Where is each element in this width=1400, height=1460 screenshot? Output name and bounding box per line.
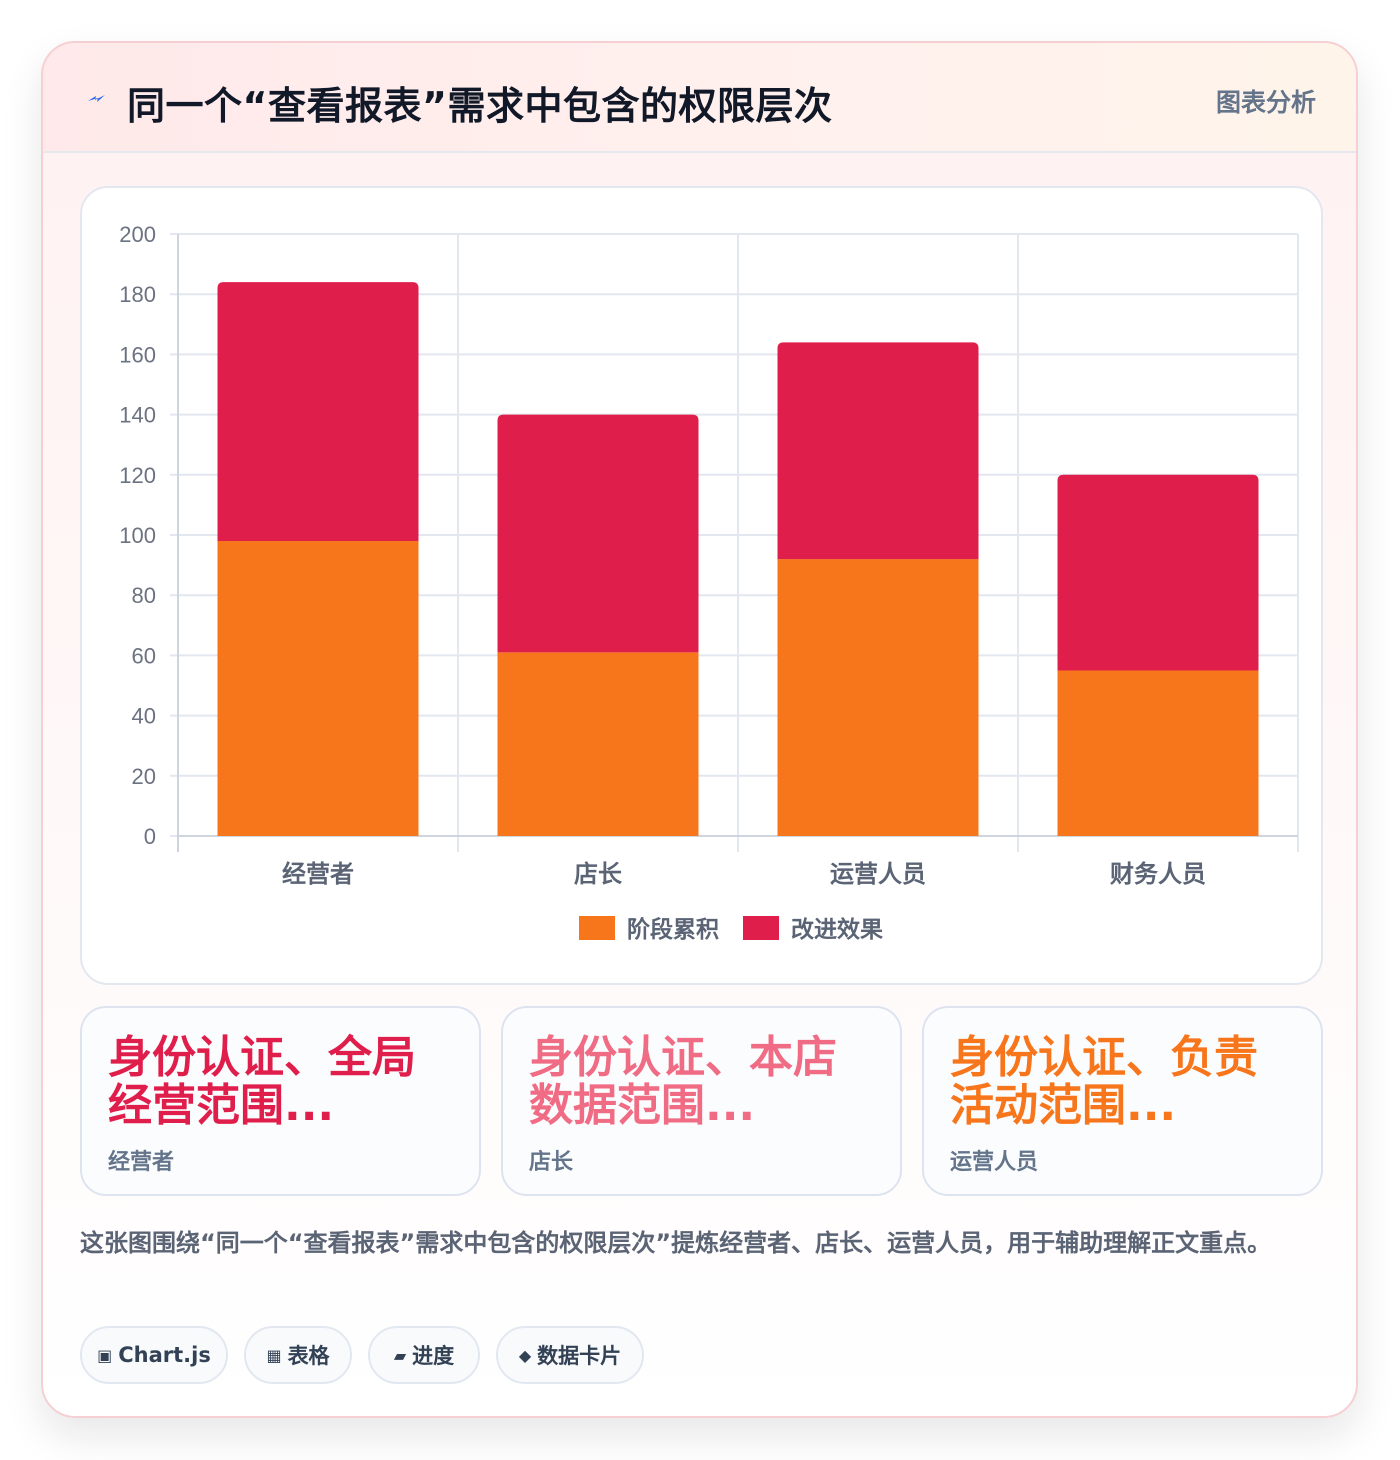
chip-data-card[interactable]: ◆ 数据卡片	[496, 1326, 644, 1384]
stat-value: 身份认证、本店数据范围...	[529, 1032, 837, 1131]
y-tick-label: 100	[119, 523, 156, 548]
stat-label: 店长	[529, 1150, 574, 1175]
y-tick-label: 60	[132, 643, 156, 668]
stat-card-operations: 身份认证、负责活动范围... 运营人员	[922, 1006, 1323, 1196]
x-tick-label: 经营者	[282, 860, 354, 888]
chip-chartjs[interactable]: ▣ Chart.js	[80, 1326, 228, 1384]
chip-label: Chart.js	[118, 1343, 211, 1367]
chip-label: 进度	[412, 1344, 455, 1368]
y-tick-label: 200	[119, 222, 156, 247]
bar-segment	[217, 541, 419, 836]
bar-segment	[1057, 670, 1259, 836]
stat-card-store-manager: 身份认证、本店数据范围... 店长	[501, 1006, 902, 1196]
card-header: 同一个“查看报表”需求中包含的权限层次 图表分析	[43, 43, 1356, 153]
stat-label: 经营者	[108, 1150, 175, 1175]
legend-swatch	[579, 916, 615, 940]
chip-progress[interactable]: ▰ 进度	[368, 1326, 480, 1384]
bar-segment	[497, 414, 699, 653]
y-tick-label: 160	[119, 342, 156, 367]
chip-label: 表格	[287, 1344, 330, 1368]
y-tick-label: 180	[119, 282, 156, 307]
chip-label: 数据卡片	[537, 1344, 622, 1368]
bar-segment	[497, 652, 699, 836]
stat-value: 身份认证、全局经营范围...	[108, 1032, 416, 1131]
y-tick-label: 0	[144, 824, 156, 849]
chip-icon: ▣	[97, 1345, 113, 1365]
lightning-icon	[88, 95, 105, 102]
chip-icon: ◆	[518, 1345, 532, 1365]
y-tick-label: 120	[119, 463, 156, 488]
chip-icon: ▦	[266, 1345, 282, 1365]
y-tick-label: 80	[132, 583, 156, 608]
stat-value: 身份认证、负责活动范围...	[950, 1032, 1258, 1131]
y-tick-label: 140	[119, 403, 156, 428]
chart-card: 同一个“查看报表”需求中包含的权限层次 图表分析 0 20 40 60 80 100 120…	[41, 41, 1358, 1418]
bar-segment	[777, 559, 979, 836]
stat-label: 运营人员	[950, 1150, 1039, 1175]
x-tick-label: 运营人员	[830, 860, 926, 888]
chart-description: 这张图围绕“同一个“查看报表”需求中包含的权限层次”提炼经营者、店长、运营人员，…	[80, 1229, 1272, 1257]
header-tag: 图表分析	[1215, 88, 1316, 117]
stacked-bar-chart: 0 20 40 60 80 100 120 140 160 180 200 经营者 店长 运营人员 财务人员…	[119, 222, 1299, 943]
legend-swatch	[743, 916, 779, 940]
page-title: 同一个“查看报表”需求中包含的权限层次	[127, 84, 833, 128]
bar-segment	[1057, 474, 1259, 671]
bar-segment	[777, 342, 979, 560]
legend-label: 阶段累积	[627, 916, 719, 943]
chart-panel: 0 20 40 60 80 100 120 140 160 180 200 经营者 店长 运营人员 财务人员…	[80, 186, 1323, 985]
x-tick-label: 店长	[574, 860, 623, 888]
chip-icon: ▰	[393, 1345, 407, 1365]
stat-card-owner: 身份认证、全局经营范围... 经营者	[80, 1006, 481, 1196]
chip-table[interactable]: ▦ 表格	[244, 1326, 352, 1384]
bar-segment	[217, 282, 419, 542]
y-tick-label: 40	[132, 704, 156, 729]
x-tick-label: 财务人员	[1110, 860, 1206, 888]
legend-label: 改进效果	[791, 916, 883, 943]
y-tick-label: 20	[132, 764, 156, 789]
